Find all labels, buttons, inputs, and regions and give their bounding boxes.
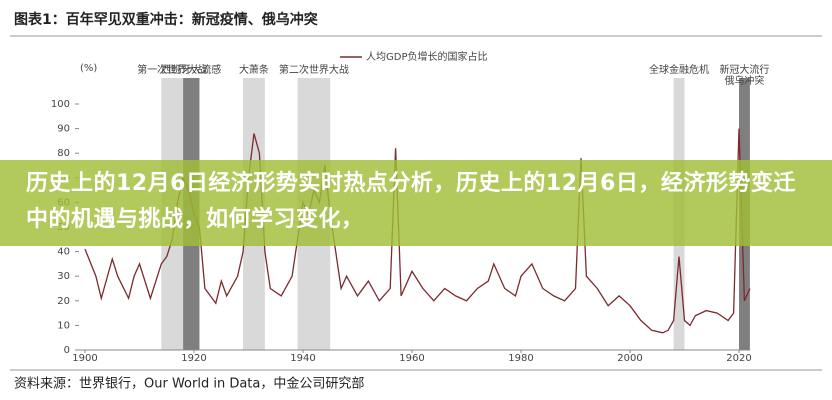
y-tick-label: 100 [51,99,70,110]
x-tick-label: 1900 [72,353,97,364]
chart-title: 图表1：百年罕见双重冲击：新冠疫情、俄乌冲突 [14,11,318,28]
x-tick-label: 2020 [726,353,751,364]
y-tick-label: 40 [57,247,70,258]
y-tick-label: 90 [57,124,70,135]
period-label: 俄乌冲突 [724,74,764,87]
y-tick-label: 30 [57,271,70,282]
x-tick-label: 1920 [181,353,206,364]
legend-label: 人均GDP负增长的国家占比 [366,50,487,63]
period-label: 第一次世界大战 [137,63,207,76]
period-label: 新冠大流行 [719,63,769,76]
y-axis-label: (%) [80,63,97,74]
y-tick-label: 80 [57,148,70,159]
y-tick-label: 0 [64,345,70,356]
period-label: 第二次世界大战 [279,63,349,76]
x-tick-label: 1940 [290,353,315,364]
banner: 历史上的12月6日经济形势实时热点分析，历史上的12月6日，经济形势变迁中的机遇… [0,160,832,246]
x-tick-label: 2000 [617,353,642,364]
x-tick-label: 1960 [399,353,424,364]
x-tick-label: 1980 [508,353,533,364]
y-tick-label: 10 [57,320,70,331]
period-label: 大萧条 [239,63,269,76]
source: 资料来源：世界银行，Our World in Data，中金公司研究部 [14,376,364,392]
period-label: 西班牙大流感 [161,63,221,76]
y-tick-label: 20 [57,296,70,307]
period-label: 全球金融危机 [649,63,709,76]
